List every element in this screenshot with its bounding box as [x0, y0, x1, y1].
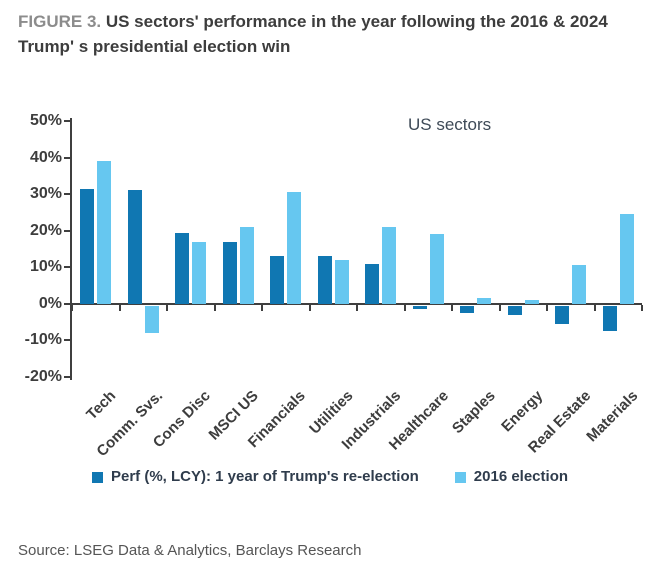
x-axis-tick-mark [166, 305, 168, 312]
x-axis-tick-mark [71, 305, 73, 312]
y-axis-tick-mark [64, 120, 71, 122]
y-axis-tick-mark [64, 339, 71, 342]
y-axis-tick-label: -20% [24, 368, 62, 385]
x-axis-tick-mark [451, 305, 453, 312]
x-axis-line [70, 302, 642, 306]
figure-title: FIGURE 3. US sectors' performance in the… [18, 10, 640, 59]
x-axis-label-tech: Tech [83, 387, 120, 424]
chart-legend: Perf (%, LCY): 1 year of Trump's re-elec… [0, 468, 660, 486]
x-axis-tick-mark [213, 305, 216, 312]
bar-2024-tech [80, 188, 95, 304]
x-axis-tick-mark [641, 305, 643, 312]
x-axis-tick-mark [356, 305, 358, 312]
bar-chart: US sectors 50% 40% 30% 20% 10% 0% -10% -20% Tech… [0, 100, 660, 468]
bar-2016-financials [287, 192, 302, 304]
y-axis-tick-label: 10% [29, 258, 62, 276]
bar-2024-materials [602, 305, 617, 332]
bar-2024-utilities [317, 256, 332, 304]
y-axis-tick-label: 50% [29, 112, 62, 129]
y-axis-tick-label: 30% [29, 185, 62, 203]
legend-swatch-dark-blue [91, 471, 103, 483]
bar-2016-msci-us [239, 227, 254, 304]
bar-2024-msci-us [222, 241, 237, 304]
y-axis-tick-label: 20% [29, 221, 62, 239]
x-axis-tick-mark [261, 305, 263, 312]
legend-swatch-light-blue [454, 471, 466, 483]
y-axis-line [70, 118, 72, 380]
bar-2016-real-estate [572, 265, 587, 304]
legend-item-2024-re-election: Perf (%, LCY): 1 year of Trump's re-elec… [91, 468, 419, 486]
bar-2016-industrials [382, 227, 397, 304]
bar-2024-comm-svs [127, 190, 142, 304]
bar-2016-staples [477, 298, 492, 304]
y-axis-tick-label: -10% [24, 331, 62, 349]
bar-2016-energy [524, 300, 539, 304]
x-axis-tick-mark [118, 305, 121, 312]
y-axis-tick-mark [64, 229, 71, 232]
y-axis-tick-mark [64, 266, 71, 269]
figure-label: FIGURE 3. [18, 12, 102, 31]
y-axis-tick-label: 40% [29, 148, 62, 166]
bar-2016-comm-svs [144, 305, 159, 334]
y-axis-tick-mark [64, 302, 71, 305]
bar-2024-staples [460, 305, 475, 313]
bar-2016-healthcare [429, 234, 444, 304]
y-axis-tick-label: 0% [38, 294, 62, 312]
bar-2016-utilities [334, 259, 349, 304]
x-axis-tick-mark [593, 305, 596, 312]
source-note: Source: LSEG Data & Analytics, Barclays … [18, 542, 362, 559]
bar-2024-cons-disc [175, 232, 190, 304]
bar-2016-cons-disc [192, 241, 207, 304]
bar-2024-energy [507, 305, 522, 315]
x-axis-tick-mark [403, 305, 406, 312]
bar-2024-financials [270, 256, 285, 304]
bar-2024-healthcare [412, 305, 427, 310]
legend-label-2024-re-election: Perf (%, LCY): 1 year of Trump's re-elec… [110, 468, 419, 485]
legend-label-2016-election: 2016 election [473, 468, 569, 485]
x-axis-tick-mark [546, 305, 548, 312]
legend-item-2016-election: 2016 election [454, 468, 569, 486]
y-axis-tick-mark [64, 156, 71, 159]
x-axis-tick-mark [308, 305, 311, 312]
chart-annotation-us-sectors: US sectors [408, 115, 492, 134]
x-axis-label-materials: Materials [583, 387, 642, 446]
bar-2016-tech [97, 161, 112, 304]
y-axis-tick-mark [64, 193, 71, 196]
bar-2024-real-estate [555, 305, 570, 324]
x-axis-tick-mark [498, 305, 501, 312]
x-axis-label-staples: Staples [449, 387, 500, 438]
figure-title-text: US sectors' performance in the year foll… [18, 12, 608, 56]
bar-2024-industrials [365, 263, 380, 304]
y-axis-tick-mark [64, 376, 71, 378]
bar-2016-materials [619, 214, 634, 304]
